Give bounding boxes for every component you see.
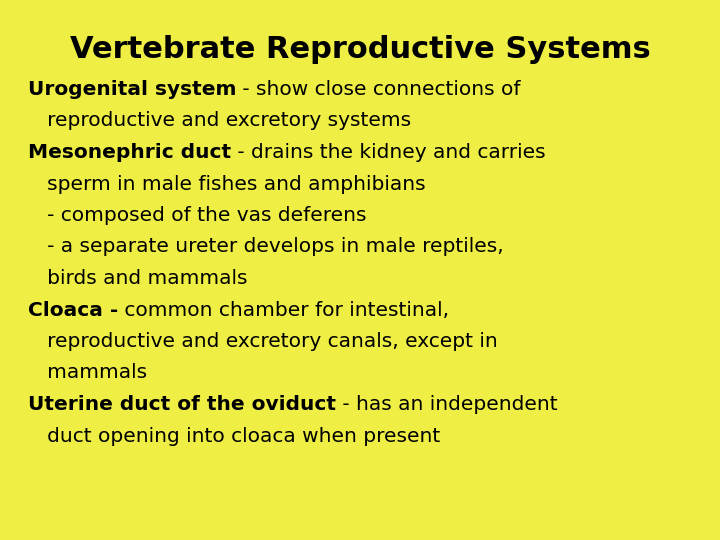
Text: common chamber for intestinal,: common chamber for intestinal,	[118, 300, 449, 320]
Text: - a separate ureter develops in male reptiles,: - a separate ureter develops in male rep…	[28, 238, 504, 256]
Text: mammals: mammals	[28, 363, 147, 382]
Text: reproductive and excretory canals, except in: reproductive and excretory canals, excep…	[28, 332, 498, 351]
Text: Mesonephric duct: Mesonephric duct	[28, 143, 231, 162]
Text: - drains the kidney and carries: - drains the kidney and carries	[231, 143, 546, 162]
Text: Vertebrate Reproductive Systems: Vertebrate Reproductive Systems	[70, 35, 650, 64]
Text: birds and mammals: birds and mammals	[28, 269, 248, 288]
Text: duct opening into cloaca when present: duct opening into cloaca when present	[28, 427, 440, 446]
Text: - has an independent: - has an independent	[336, 395, 557, 414]
Text: Cloaca -: Cloaca -	[28, 300, 118, 320]
Text: - composed of the vas deferens: - composed of the vas deferens	[28, 206, 366, 225]
Text: - show close connections of: - show close connections of	[236, 80, 521, 99]
Text: sperm in male fishes and amphibians: sperm in male fishes and amphibians	[28, 174, 426, 193]
Text: reproductive and excretory systems: reproductive and excretory systems	[28, 111, 411, 131]
Text: Urogenital system: Urogenital system	[28, 80, 236, 99]
Text: Uterine duct of the oviduct: Uterine duct of the oviduct	[28, 395, 336, 414]
